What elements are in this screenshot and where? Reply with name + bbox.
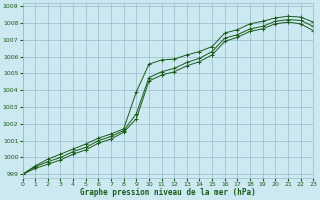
X-axis label: Graphe pression niveau de la mer (hPa): Graphe pression niveau de la mer (hPa) xyxy=(80,188,256,197)
